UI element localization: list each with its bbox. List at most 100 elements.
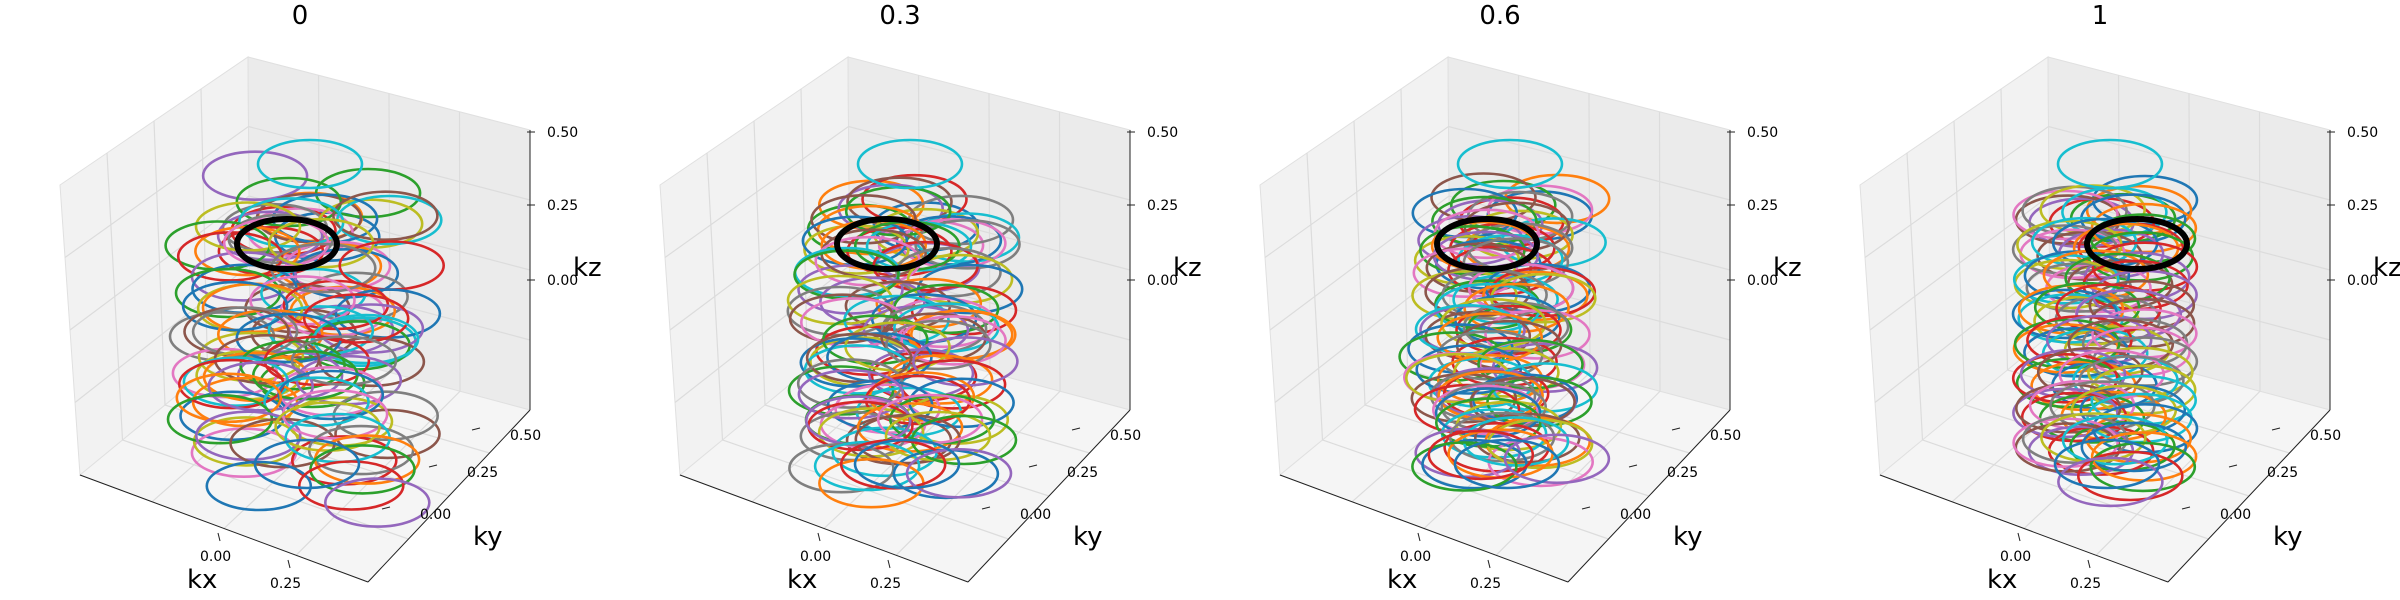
gridline-z: [1269, 195, 1731, 331]
xtick: [217, 532, 221, 542]
zaxis-label: kz: [2373, 253, 2400, 283]
ring-92: [1411, 441, 1518, 492]
ytick: [428, 464, 438, 468]
ring-58: [1453, 347, 1560, 398]
yaxis-label: ky: [1673, 522, 1703, 552]
ring-93: [1427, 429, 1535, 481]
yaxis-label: ky: [473, 522, 503, 552]
ring-70: [179, 390, 286, 442]
axis-x: [1879, 474, 2169, 583]
axis-y: [1567, 409, 1731, 583]
axis-x: [79, 474, 369, 583]
ring-6: [2012, 189, 2119, 241]
ytick-label: 0.50: [2310, 428, 2341, 444]
ring-67: [290, 335, 398, 386]
ring-53: [302, 293, 410, 344]
ztick-label: 0.00: [547, 273, 578, 289]
ring-17: [914, 219, 1021, 270]
ring-62: [787, 365, 895, 416]
xaxis-label: kx: [1987, 565, 2017, 595]
ring-59: [312, 313, 420, 365]
axis-x: [1279, 474, 1569, 583]
panel-title: 0: [292, 1, 309, 31]
gridline-z: [1264, 125, 1731, 258]
gridline-y: [153, 120, 450, 497]
ring-50: [181, 280, 289, 332]
ring-49: [267, 305, 375, 356]
panel-2: 0.000.250.50kz0.000.250.50ky0.000.25kx0.…: [1259, 1, 1802, 595]
ring-74: [797, 368, 905, 420]
xtick-label: 0.00: [2000, 549, 2031, 565]
ring-27: [1462, 237, 1570, 288]
ztick-label: 0.25: [1147, 198, 1178, 214]
xaxis-label: kx: [787, 565, 817, 595]
ztick-label: 0.25: [1747, 198, 1778, 214]
ring-94: [2057, 456, 2164, 508]
ring-92: [2089, 441, 2197, 493]
gridline-z: [64, 125, 531, 258]
xtick-label: 0.25: [2070, 576, 2101, 592]
xtick-label: 0.25: [1470, 576, 1501, 592]
ytick: [2181, 506, 2191, 510]
xtick: [2087, 559, 2091, 569]
ytick-label: 0.50: [1110, 428, 1141, 444]
ring-94: [1503, 433, 1611, 485]
ytick-label: 0.00: [420, 507, 451, 523]
ring-top: [856, 138, 964, 190]
zaxis-label: kz: [1773, 253, 1802, 283]
ring-4: [201, 150, 309, 201]
highlight-ring: [1434, 216, 1540, 272]
xtick: [1417, 532, 1421, 542]
gridline-y: [1306, 152, 1609, 540]
ytick-label: 0.50: [510, 428, 541, 444]
xtick-label: 0.00: [200, 549, 231, 565]
ytick: [2228, 464, 2238, 468]
rings: [2011, 138, 2199, 508]
axis-x: [679, 474, 969, 583]
xaxis-label: kx: [1387, 565, 1417, 595]
panel-title: 0.6: [1479, 1, 1520, 31]
xtick: [1487, 559, 1491, 569]
ring-84: [195, 410, 302, 462]
ring-45: [788, 293, 896, 345]
ring-89: [813, 440, 921, 492]
ytick: [381, 506, 391, 510]
ytick-label: 0.00: [1620, 507, 1651, 523]
xtick: [817, 532, 821, 542]
ring-90: [205, 460, 313, 512]
xtick: [887, 559, 891, 569]
ring-top: [2056, 138, 2164, 190]
yaxis-label: ky: [2273, 522, 2303, 552]
ring-76: [1432, 384, 1539, 436]
panel-1: 0.000.250.50kz0.000.250.50ky0.000.25kx0.…: [659, 1, 1202, 595]
gridline-y: [106, 152, 409, 540]
ytick-label: 0.50: [1710, 428, 1741, 444]
xtick-label: 0.25: [870, 576, 901, 592]
xtick-label: 0.00: [800, 549, 831, 565]
ring-94: [905, 447, 1013, 499]
rings: [786, 138, 1024, 509]
ytick-label: 0.25: [1067, 465, 1098, 481]
highlight-ring: [834, 216, 940, 272]
ring-top: [1456, 138, 1564, 190]
ring-64: [912, 336, 1019, 387]
ztick-label: 0.50: [1747, 125, 1778, 141]
ring-93: [2077, 450, 2184, 502]
ring-93: [297, 460, 405, 511]
ytick: [1071, 427, 1081, 431]
ring-14: [216, 210, 324, 262]
ztick-label: 0.00: [1747, 273, 1778, 289]
ring-90: [2080, 421, 2188, 473]
axis-y: [2167, 409, 2331, 583]
ytick: [1628, 464, 1638, 468]
ztick-label: 0.00: [2347, 273, 2378, 289]
highlight-ring: [234, 216, 340, 272]
ztick-label: 0.25: [2347, 198, 2378, 214]
ytick: [981, 506, 991, 510]
ytick-label: 0.25: [1667, 465, 1698, 481]
ring-bottom: [1453, 438, 1561, 490]
ytick-label: 0.25: [2267, 465, 2298, 481]
